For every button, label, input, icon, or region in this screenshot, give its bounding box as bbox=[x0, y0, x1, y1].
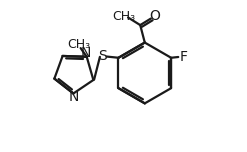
Text: N: N bbox=[69, 90, 79, 104]
Text: S: S bbox=[98, 49, 107, 63]
Text: CH₃: CH₃ bbox=[112, 10, 135, 23]
Text: CH₃: CH₃ bbox=[67, 38, 90, 51]
Text: F: F bbox=[179, 50, 187, 64]
Text: N: N bbox=[81, 47, 91, 60]
Text: O: O bbox=[150, 9, 161, 23]
